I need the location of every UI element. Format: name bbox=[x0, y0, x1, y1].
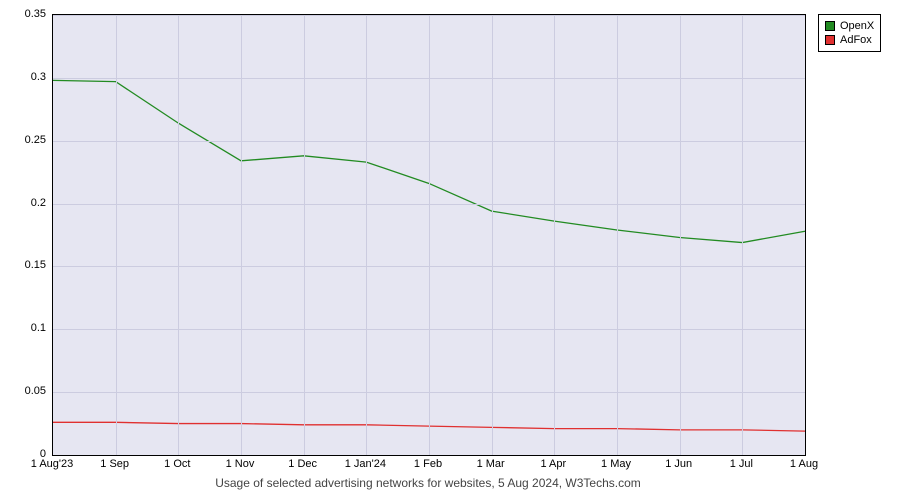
x-tick-label: 1 Dec bbox=[288, 458, 317, 470]
legend-label: OpenX bbox=[840, 19, 874, 33]
y-tick-label: 0.3 bbox=[14, 71, 46, 83]
legend-item: OpenX bbox=[825, 19, 874, 33]
x-tick-label: 1 Nov bbox=[226, 458, 255, 470]
grid-line-vertical bbox=[304, 15, 305, 455]
legend-swatch bbox=[825, 21, 835, 31]
grid-line-vertical bbox=[617, 15, 618, 455]
grid-line-vertical bbox=[241, 15, 242, 455]
chart-container: 00.050.10.150.20.250.30.35 1 Aug'231 Sep… bbox=[0, 0, 900, 500]
chart-caption: Usage of selected advertising networks f… bbox=[52, 476, 804, 490]
grid-line-vertical bbox=[554, 15, 555, 455]
y-tick-label: 0.25 bbox=[14, 134, 46, 146]
x-tick-label: 1 Jul bbox=[730, 458, 753, 470]
grid-line-vertical bbox=[492, 15, 493, 455]
legend-label: AdFox bbox=[840, 33, 872, 47]
x-tick-label: 1 May bbox=[601, 458, 631, 470]
grid-line-vertical bbox=[116, 15, 117, 455]
x-tick-label: 1 Jan'24 bbox=[345, 458, 386, 470]
legend-swatch bbox=[825, 35, 835, 45]
grid-line-vertical bbox=[742, 15, 743, 455]
x-tick-label: 1 Jun bbox=[665, 458, 692, 470]
legend-item: AdFox bbox=[825, 33, 874, 47]
x-tick-label: 1 Mar bbox=[477, 458, 505, 470]
y-tick-label: 0.2 bbox=[14, 197, 46, 209]
grid-line-vertical bbox=[680, 15, 681, 455]
y-tick-label: 0.1 bbox=[14, 322, 46, 334]
y-tick-label: 0.05 bbox=[14, 385, 46, 397]
x-tick-label: 1 Feb bbox=[414, 458, 442, 470]
x-tick-label: 1 Oct bbox=[164, 458, 190, 470]
x-tick-label: 1 Aug bbox=[790, 458, 818, 470]
plot-area bbox=[52, 14, 806, 456]
x-tick-label: 1 Sep bbox=[100, 458, 129, 470]
legend: OpenXAdFox bbox=[818, 14, 881, 52]
x-tick-label: 1 Aug'23 bbox=[31, 458, 73, 470]
y-tick-label: 0.35 bbox=[14, 8, 46, 20]
x-tick-label: 1 Apr bbox=[540, 458, 566, 470]
grid-line-vertical bbox=[178, 15, 179, 455]
grid-line-vertical bbox=[366, 15, 367, 455]
y-tick-label: 0.15 bbox=[14, 259, 46, 271]
grid-line-vertical bbox=[429, 15, 430, 455]
